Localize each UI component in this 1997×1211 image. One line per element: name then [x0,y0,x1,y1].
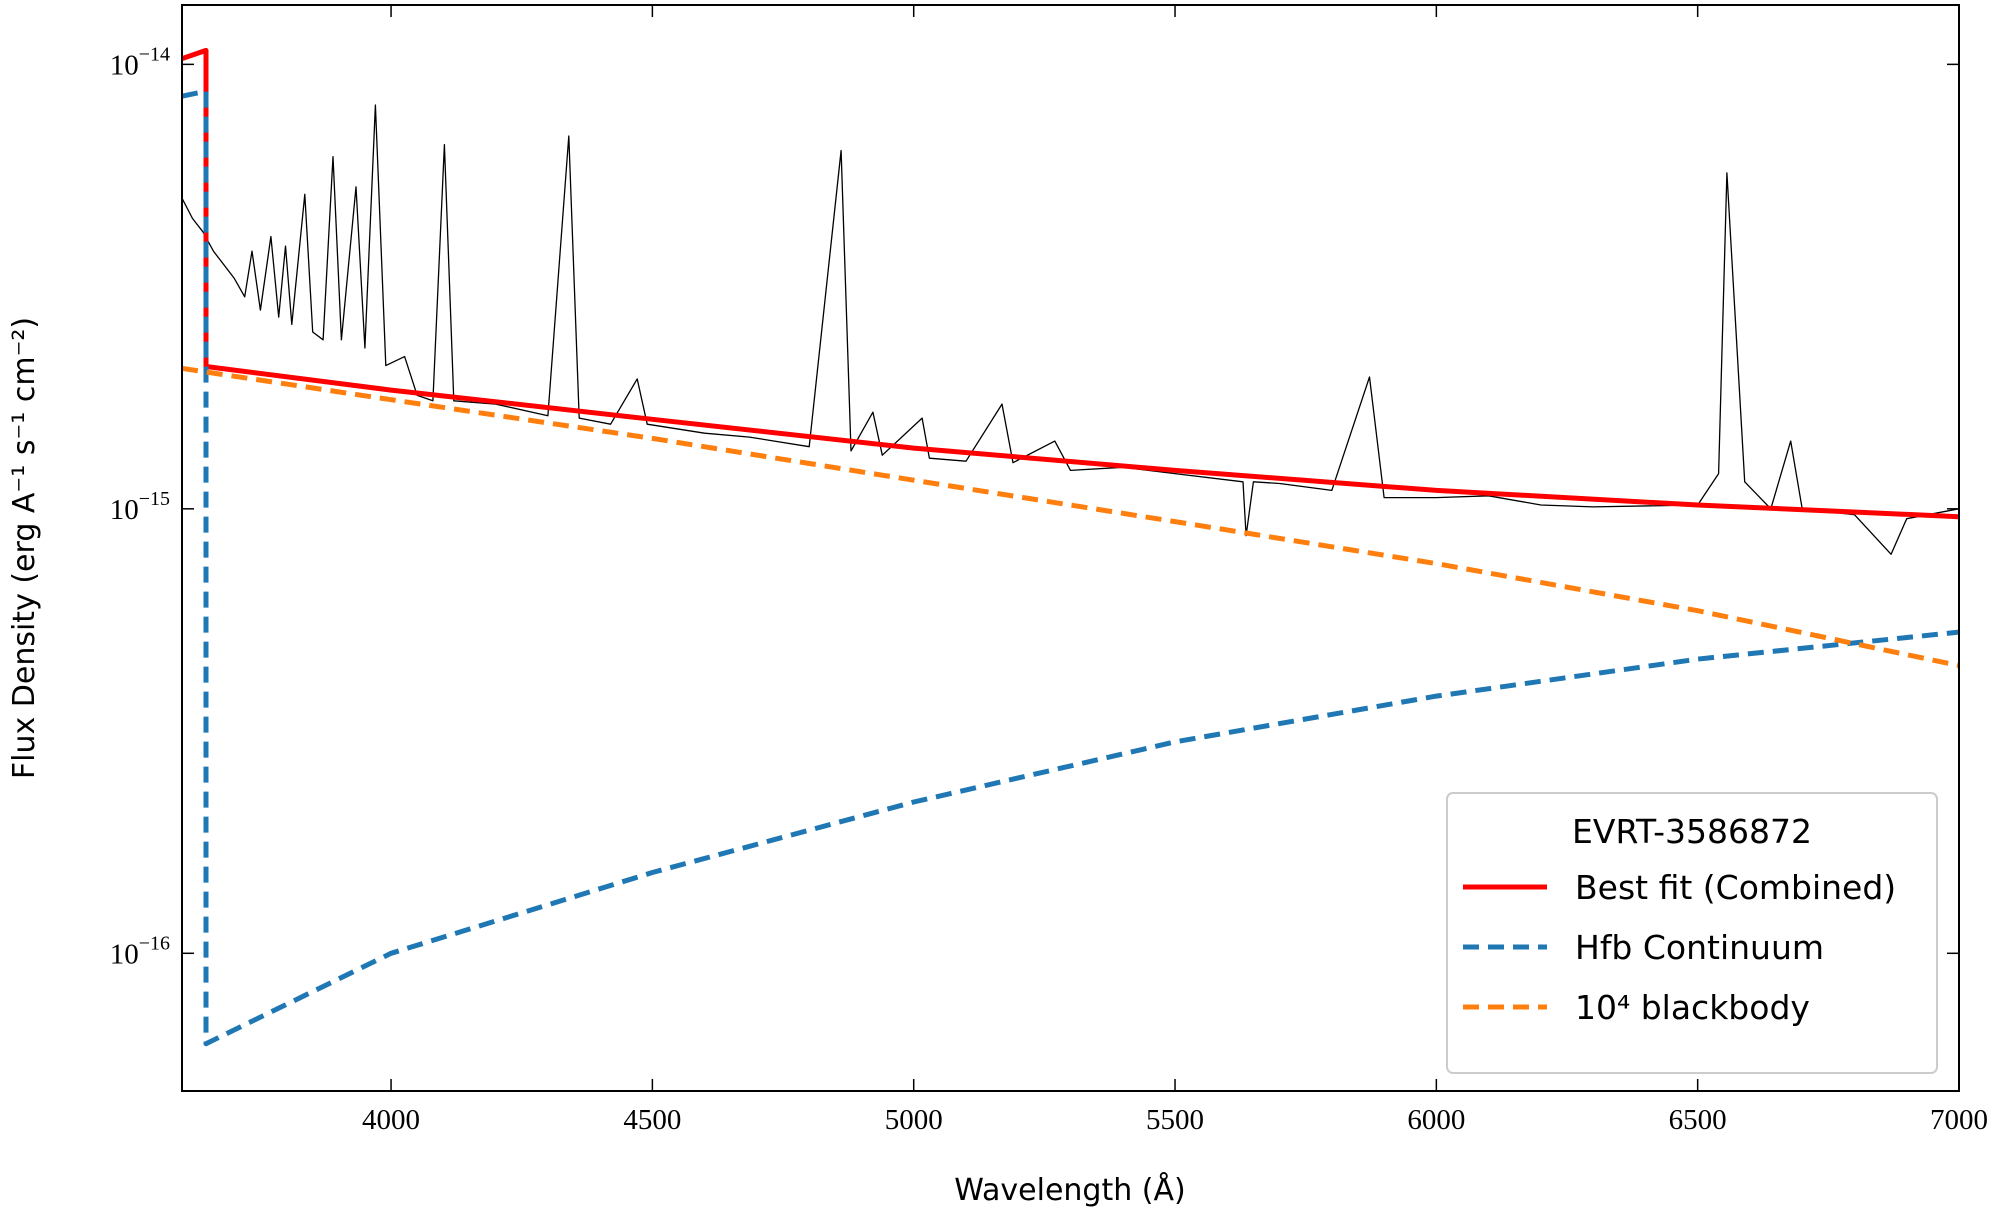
legend-title: EVRT-3586872 [1572,812,1812,851]
legend-label: 10⁴ blackbody [1575,988,1810,1027]
legend-label: Hfb Continuum [1575,928,1824,967]
y-tick-base: 10 [110,938,139,970]
y-tick-exponent: −14 [139,43,170,65]
y-axis-label: Flux Density (erg A⁻¹ s⁻¹ cm⁻²) [7,317,42,779]
series-line [182,365,1959,669]
y-tick-exponent: −15 [139,488,170,510]
x-tick-label: 4000 [362,1104,420,1136]
y-tick-label: 10−16 [110,932,170,970]
legend-box [1446,792,1938,1074]
plot-area [182,47,1959,1047]
y-tick-base: 10 [110,494,139,526]
plot-frame [181,4,1960,1092]
x-tick-label: 5500 [1146,1104,1204,1136]
y-tick-label: 10−14 [110,43,170,81]
x-tick-label: 4500 [623,1104,681,1136]
spectrum-line [182,104,1959,555]
x-tick-label: 6500 [1669,1104,1727,1136]
legend-label: Best fit (Combined) [1575,868,1896,907]
series-line [182,88,1959,1047]
x-tick-label: 7000 [1930,1104,1988,1136]
y-tick-base: 10 [110,49,139,81]
x-tick-label: 5000 [885,1104,943,1136]
y-tick-exponent: −16 [139,932,170,954]
x-axis-label: Wavelength (Å) [954,1172,1185,1208]
x-tick-label: 6000 [1407,1104,1465,1136]
series-line [182,47,1959,520]
y-tick-label: 10−15 [110,488,170,526]
